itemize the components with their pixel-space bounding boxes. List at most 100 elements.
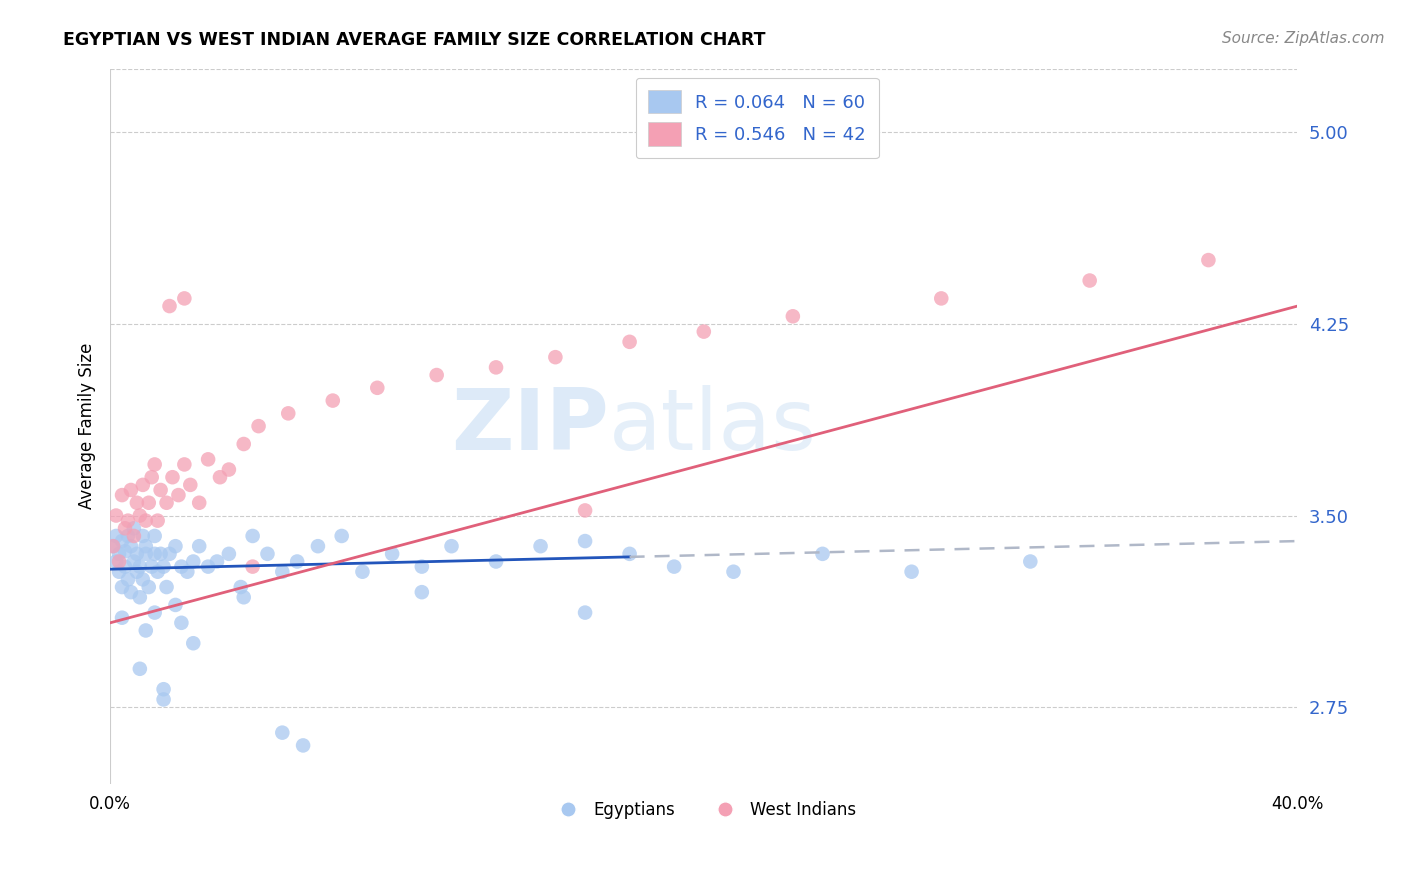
Point	[170, 615, 193, 630]
Point	[143, 547, 166, 561]
Point	[101, 539, 124, 553]
Point	[173, 458, 195, 472]
Point	[188, 496, 211, 510]
Point	[143, 529, 166, 543]
Point	[366, 381, 388, 395]
Point	[242, 529, 264, 543]
Point	[1197, 253, 1219, 268]
Point	[162, 470, 184, 484]
Text: atlas: atlas	[609, 384, 817, 467]
Point	[152, 682, 174, 697]
Point	[120, 585, 142, 599]
Point	[574, 534, 596, 549]
Point	[152, 692, 174, 706]
Point	[149, 547, 172, 561]
Point	[176, 565, 198, 579]
Point	[111, 488, 134, 502]
Legend: Egyptians, West Indians: Egyptians, West Indians	[546, 794, 863, 825]
Point	[929, 292, 952, 306]
Point	[128, 591, 150, 605]
Point	[146, 565, 169, 579]
Point	[141, 470, 163, 484]
Point	[900, 565, 922, 579]
Text: EGYPTIAN VS WEST INDIAN AVERAGE FAMILY SIZE CORRELATION CHART: EGYPTIAN VS WEST INDIAN AVERAGE FAMILY S…	[63, 31, 766, 49]
Point	[108, 547, 131, 561]
Point	[574, 503, 596, 517]
Y-axis label: Average Family Size: Average Family Size	[79, 343, 96, 509]
Point	[277, 406, 299, 420]
Point	[135, 624, 157, 638]
Point	[135, 547, 157, 561]
Point	[426, 368, 449, 382]
Point	[135, 539, 157, 553]
Point	[159, 547, 181, 561]
Point	[352, 565, 374, 579]
Point	[117, 573, 139, 587]
Point	[330, 529, 353, 543]
Point	[170, 559, 193, 574]
Point	[197, 452, 219, 467]
Point	[125, 547, 148, 561]
Point	[181, 636, 204, 650]
Point	[574, 606, 596, 620]
Point	[125, 496, 148, 510]
Point	[105, 508, 128, 523]
Point	[165, 598, 187, 612]
Point	[120, 483, 142, 497]
Point	[132, 478, 155, 492]
Point	[111, 610, 134, 624]
Point	[205, 554, 228, 568]
Point	[132, 529, 155, 543]
Point	[381, 547, 404, 561]
Point	[138, 496, 160, 510]
Point	[128, 662, 150, 676]
Point	[149, 483, 172, 497]
Point	[271, 565, 294, 579]
Point	[155, 580, 177, 594]
Point	[159, 299, 181, 313]
Point	[292, 739, 315, 753]
Point	[271, 725, 294, 739]
Point	[114, 559, 136, 574]
Point	[111, 534, 134, 549]
Point	[247, 419, 270, 434]
Point	[411, 559, 433, 574]
Point	[782, 310, 804, 324]
Point	[141, 559, 163, 574]
Point	[188, 539, 211, 553]
Text: ZIP: ZIP	[451, 384, 609, 467]
Point	[1019, 554, 1042, 568]
Point	[165, 539, 187, 553]
Point	[208, 470, 231, 484]
Point	[101, 539, 124, 553]
Point	[167, 488, 190, 502]
Point	[179, 478, 201, 492]
Point	[440, 539, 463, 553]
Point	[218, 462, 240, 476]
Point	[120, 539, 142, 553]
Point	[485, 360, 508, 375]
Point	[122, 521, 145, 535]
Point	[117, 529, 139, 543]
Point	[693, 325, 716, 339]
Point	[285, 554, 308, 568]
Point	[128, 508, 150, 523]
Point	[152, 559, 174, 574]
Point	[529, 539, 551, 553]
Point	[108, 554, 131, 568]
Point	[143, 458, 166, 472]
Point	[256, 547, 278, 561]
Point	[146, 514, 169, 528]
Point	[197, 559, 219, 574]
Point	[411, 585, 433, 599]
Point	[232, 437, 254, 451]
Point	[242, 559, 264, 574]
Point	[619, 334, 641, 349]
Point	[1078, 273, 1101, 287]
Point	[218, 547, 240, 561]
Point	[122, 554, 145, 568]
Point	[322, 393, 344, 408]
Point	[132, 573, 155, 587]
Point	[105, 554, 128, 568]
Point	[811, 547, 834, 561]
